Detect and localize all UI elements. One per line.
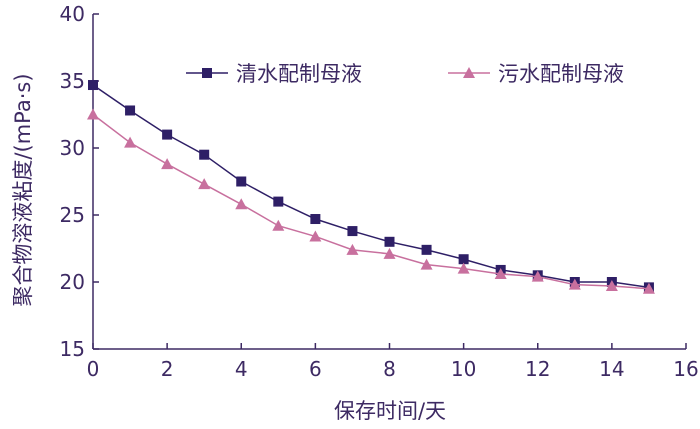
x-tick-label-7: 14	[599, 357, 624, 381]
y-axis-title: 聚合物溶液粘度/(mPa·s)	[11, 73, 35, 306]
point-0-6	[310, 214, 321, 225]
point-1-1	[124, 136, 137, 148]
point-1-7	[346, 243, 359, 255]
point-1-9	[420, 258, 433, 270]
point-0-0	[88, 80, 98, 91]
point-0-4	[236, 176, 247, 187]
point-1-10	[457, 262, 470, 274]
x-tick-label-2: 4	[235, 357, 248, 381]
legend-marker-1	[463, 67, 475, 78]
y-tick-label-1: 20	[60, 270, 85, 294]
x-tick-label-5: 10	[451, 357, 476, 381]
point-0-10	[458, 254, 469, 265]
point-0-8	[384, 236, 395, 247]
legend-label-1: 污水配制母液	[498, 62, 624, 86]
point-1-8	[383, 247, 396, 259]
y-tick-label-2: 25	[60, 203, 85, 227]
point-0-1	[125, 105, 136, 116]
legend-item-1: 污水配制母液	[448, 62, 624, 86]
point-0-2	[162, 129, 173, 140]
point-1-3	[198, 178, 211, 190]
point-1-4	[235, 198, 248, 210]
x-tick-label-1: 2	[161, 357, 174, 381]
series-line-0	[92, 84, 650, 289]
point-0-5	[273, 196, 284, 207]
legend-item-0: 清水配制母液	[186, 62, 362, 86]
point-1-15	[642, 282, 655, 294]
point-1-14	[605, 280, 618, 292]
series-0	[88, 80, 654, 293]
point-1-11	[494, 267, 507, 279]
y-tick-label-4: 35	[60, 69, 85, 93]
y-tick-label-5: 40	[60, 2, 85, 26]
legend-marker-0	[202, 68, 212, 78]
series-line-1	[92, 113, 649, 290]
point-1-0	[87, 108, 99, 120]
point-0-9	[421, 244, 432, 255]
series-1	[87, 108, 655, 294]
point-1-12	[531, 270, 544, 282]
point-0-3	[199, 149, 210, 160]
y-tick-label-0: 15	[60, 337, 85, 361]
legend: 清水配制母液 污水配制母液	[186, 62, 624, 86]
x-tick-label-4: 8	[383, 357, 396, 381]
y-tick-label-3: 30	[60, 136, 85, 160]
x-tick-label-3: 6	[309, 357, 322, 381]
series-layer	[87, 80, 655, 294]
point-1-13	[568, 278, 581, 290]
x-axis-title: 保存时间/天	[334, 399, 446, 423]
point-0-7	[347, 226, 358, 237]
point-1-2	[161, 158, 174, 170]
point-1-6	[309, 230, 322, 242]
ticks: 0 2 4 6 8 10 12 14 16 15 20 25 30 35 40	[60, 2, 699, 381]
x-tick-label-6: 12	[525, 357, 550, 381]
point-1-5	[272, 219, 285, 231]
legend-label-0: 清水配制母液	[236, 62, 362, 86]
x-tick-label-0: 0	[87, 357, 100, 381]
x-tick-label-8: 16	[673, 357, 698, 381]
